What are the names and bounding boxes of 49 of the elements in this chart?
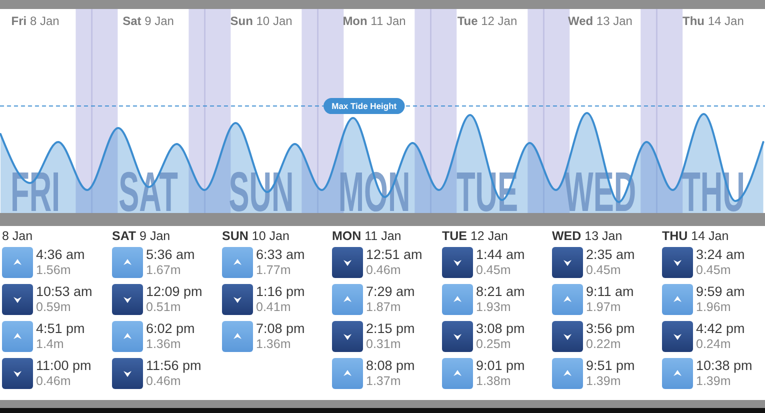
category-label: 8 Jan [2, 229, 33, 243]
text: 9:51 pm 1.39m [586, 358, 635, 388]
x-tick-label: Mon 11 Jan [342, 14, 406, 28]
text: 7:08 pm 1.36m [256, 321, 305, 351]
ref-line-label: Max Tide Height [332, 101, 397, 112]
text: 5:36 am 1.67m [146, 247, 195, 277]
text: 7:29 am 1.87m [366, 284, 415, 314]
text: 12:51 am 0.46m [366, 247, 422, 277]
text: 12:09 pm 0.51m [146, 284, 202, 314]
annotation: WED [564, 160, 636, 224]
text: 9:11 am 1.97m [586, 284, 634, 314]
annotation: TUE [456, 160, 518, 224]
category-label: WED 13 Jan [552, 229, 622, 243]
x-tick-label: Tue 12 Jan [457, 14, 518, 28]
text: 10:38 pm 1.39m [696, 358, 752, 388]
category-label: MON 11 Jan [332, 229, 402, 243]
text: 8:08 pm 1.37m [366, 358, 415, 388]
text: 6:02 pm 1.36m [146, 321, 195, 351]
text: 10:53 am 0.59m [36, 284, 92, 314]
annotation: SUN [228, 160, 294, 224]
text: 4:36 am 1.56m [36, 247, 85, 277]
text: 6:33 am 1.77m [256, 247, 305, 277]
annotation: THU [682, 160, 745, 224]
text: 8:21 am 1.93m [476, 284, 525, 314]
x-tick-label: Wed 13 Jan [568, 14, 632, 28]
x-tick-label: Sat 9 Jan [122, 14, 174, 28]
annotation: SAT [118, 160, 178, 224]
text: 9:59 am 1.96m [696, 284, 745, 314]
x-tick-label: Fri 8 Jan [11, 14, 60, 28]
text: 1:16 pm 0.41m [256, 284, 305, 314]
x-tick-label: Sun 10 Jan [230, 14, 292, 28]
text: 3:24 am 0.45m [696, 247, 745, 277]
text: 11:56 pm 0.46m [146, 358, 202, 388]
text: 2:35 am 0.45m [586, 247, 635, 277]
text: 9:01 pm 1.38m [476, 358, 525, 388]
category-label: SUN 10 Jan [222, 229, 290, 243]
text: 4:42 pm 0.24m [696, 321, 745, 351]
text: 3:56 pm 0.22m [586, 321, 635, 351]
category-label: TUE 12 Jan [442, 229, 508, 243]
text: 2:15 pm 0.31m [366, 321, 415, 351]
x-tick-label: Thu 14 Jan [682, 14, 744, 28]
text: 11:00 pm 0.46m [36, 358, 92, 388]
text: 4:51 pm 1.4m [36, 321, 85, 351]
text: 3:08 pm 0.25m [476, 321, 525, 351]
annotation: MON [338, 160, 410, 224]
category-label: SAT 9 Jan [112, 229, 170, 243]
category-label: THU 14 Jan [662, 229, 729, 243]
text: 1:44 am 0.45m [476, 247, 525, 277]
annotation: FRI [10, 160, 60, 224]
